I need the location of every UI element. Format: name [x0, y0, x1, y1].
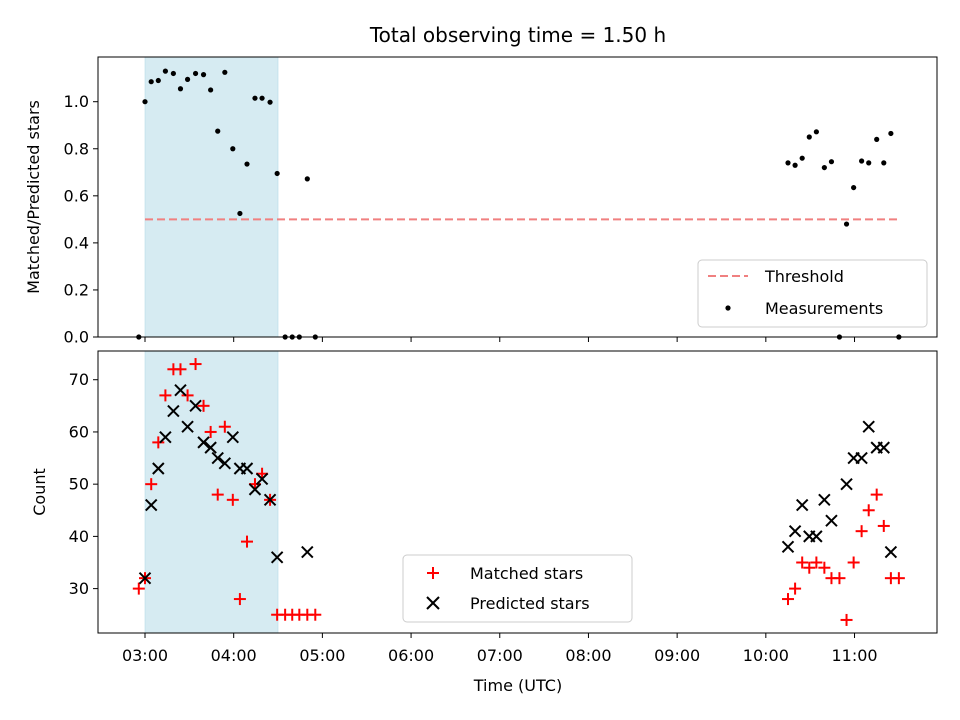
count-y-label: Count	[30, 468, 49, 516]
measurement-point	[888, 131, 893, 136]
measurement-point	[222, 70, 227, 75]
measurement-point	[244, 161, 249, 166]
legend-matched-label: Matched stars	[470, 564, 583, 583]
measurement-point	[201, 72, 206, 77]
measurement-point	[230, 146, 235, 151]
ratio-y-tick-label: 0.8	[64, 139, 89, 158]
count-y-tick-label: 50	[69, 475, 89, 494]
ratio-legend: Threshold Measurements	[698, 260, 927, 327]
x-tick-label: 10:00	[743, 646, 789, 665]
measurement-point	[252, 96, 257, 101]
legend-measurements-swatch	[725, 305, 730, 310]
measurement-point	[822, 165, 827, 170]
count-y-tick-label: 30	[69, 579, 89, 598]
legend-threshold-label: Threshold	[764, 267, 844, 286]
measurement-point	[807, 134, 812, 139]
measurement-point	[881, 160, 886, 165]
measurement-point	[866, 160, 871, 165]
ratio-y-tick-label: 0.0	[64, 328, 89, 347]
legend-predicted-label: Predicted stars	[470, 594, 590, 613]
x-tick-label: 08:00	[565, 646, 611, 665]
x-tick-label: 05:00	[299, 646, 345, 665]
measurement-point	[185, 77, 190, 82]
ratio-y-tick-label: 1.0	[64, 92, 89, 111]
count-y-tick-label: 70	[69, 370, 89, 389]
measurement-point	[305, 176, 310, 181]
measurement-point	[178, 86, 183, 91]
measurement-point	[259, 96, 264, 101]
ratio-y-tick-label: 0.4	[64, 233, 89, 252]
measurement-point	[163, 69, 168, 74]
measurement-point	[193, 71, 198, 76]
chart-figure: Total observing time = 1.50 h 0.0 0.2 0.4 0…	[0, 0, 960, 720]
measurement-point	[208, 87, 213, 92]
ratio-y-label: Matched/Predicted stars	[24, 100, 43, 294]
observing-span-top	[145, 57, 278, 337]
measurement-point	[785, 160, 790, 165]
measurement-point	[267, 100, 272, 105]
count-y-tick-label: 40	[69, 527, 89, 546]
measurement-point	[792, 163, 797, 168]
x-tick-label: 07:00	[477, 646, 523, 665]
x-tick-label: 06:00	[388, 646, 434, 665]
measurement-point	[156, 78, 161, 83]
measurement-point	[844, 221, 849, 226]
measurement-point	[800, 156, 805, 161]
measurement-point	[874, 137, 879, 142]
measurement-point	[149, 79, 154, 84]
chart-title: Total observing time = 1.50 h	[369, 23, 666, 47]
measurement-point	[237, 211, 242, 216]
ratio-y-tick-label: 0.2	[64, 280, 89, 299]
ratio-y-tick-label: 0.6	[64, 186, 89, 205]
count-y-tick-label: 60	[69, 422, 89, 441]
count-legend: Matched stars Predicted stars	[403, 555, 632, 622]
x-tick-label: 09:00	[654, 646, 700, 665]
measurement-point	[171, 71, 176, 76]
measurement-point	[851, 185, 856, 190]
legend-measurements-label: Measurements	[765, 299, 883, 318]
measurement-point	[829, 159, 834, 164]
x-tick-label: 04:00	[211, 646, 257, 665]
measurement-point	[215, 129, 220, 134]
x-tick-label: 11:00	[831, 646, 877, 665]
measurement-point	[814, 129, 819, 134]
measurement-point	[275, 171, 280, 176]
measurement-point	[142, 99, 147, 104]
x-tick-label: 03:00	[122, 646, 168, 665]
x-axis-label: Time (UTC)	[473, 676, 562, 695]
measurement-point	[859, 158, 864, 163]
